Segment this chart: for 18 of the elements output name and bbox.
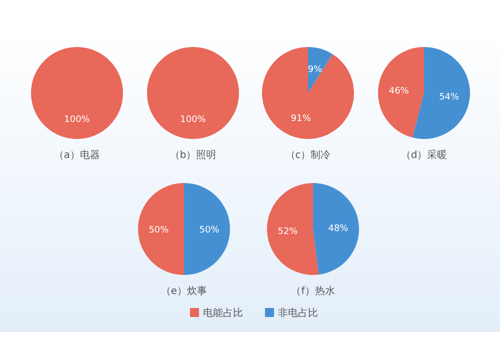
data-label: 48% bbox=[328, 224, 349, 234]
legend-label: 非电占比 bbox=[278, 307, 318, 319]
data-label: 52% bbox=[278, 227, 298, 238]
data-label: 9% bbox=[308, 65, 323, 76]
text: （c）制冷 bbox=[285, 149, 331, 161]
data-label: 46% bbox=[388, 86, 410, 96]
data-label: 100% bbox=[180, 114, 206, 125]
text: （e）炊事 bbox=[160, 285, 208, 297]
data-label: 54% bbox=[439, 92, 460, 103]
data-label: 91% bbox=[290, 114, 312, 124]
data-label: 50% bbox=[148, 226, 170, 236]
text: （a）电器 bbox=[54, 149, 100, 161]
legend-label: 电能占比 bbox=[203, 307, 243, 319]
text: （d）采暖 bbox=[400, 149, 448, 161]
text: （b）照明 bbox=[170, 150, 216, 161]
data-label: 100% bbox=[64, 114, 90, 125]
text: （f）热水 bbox=[291, 285, 335, 297]
data-label: 50% bbox=[199, 226, 220, 236]
